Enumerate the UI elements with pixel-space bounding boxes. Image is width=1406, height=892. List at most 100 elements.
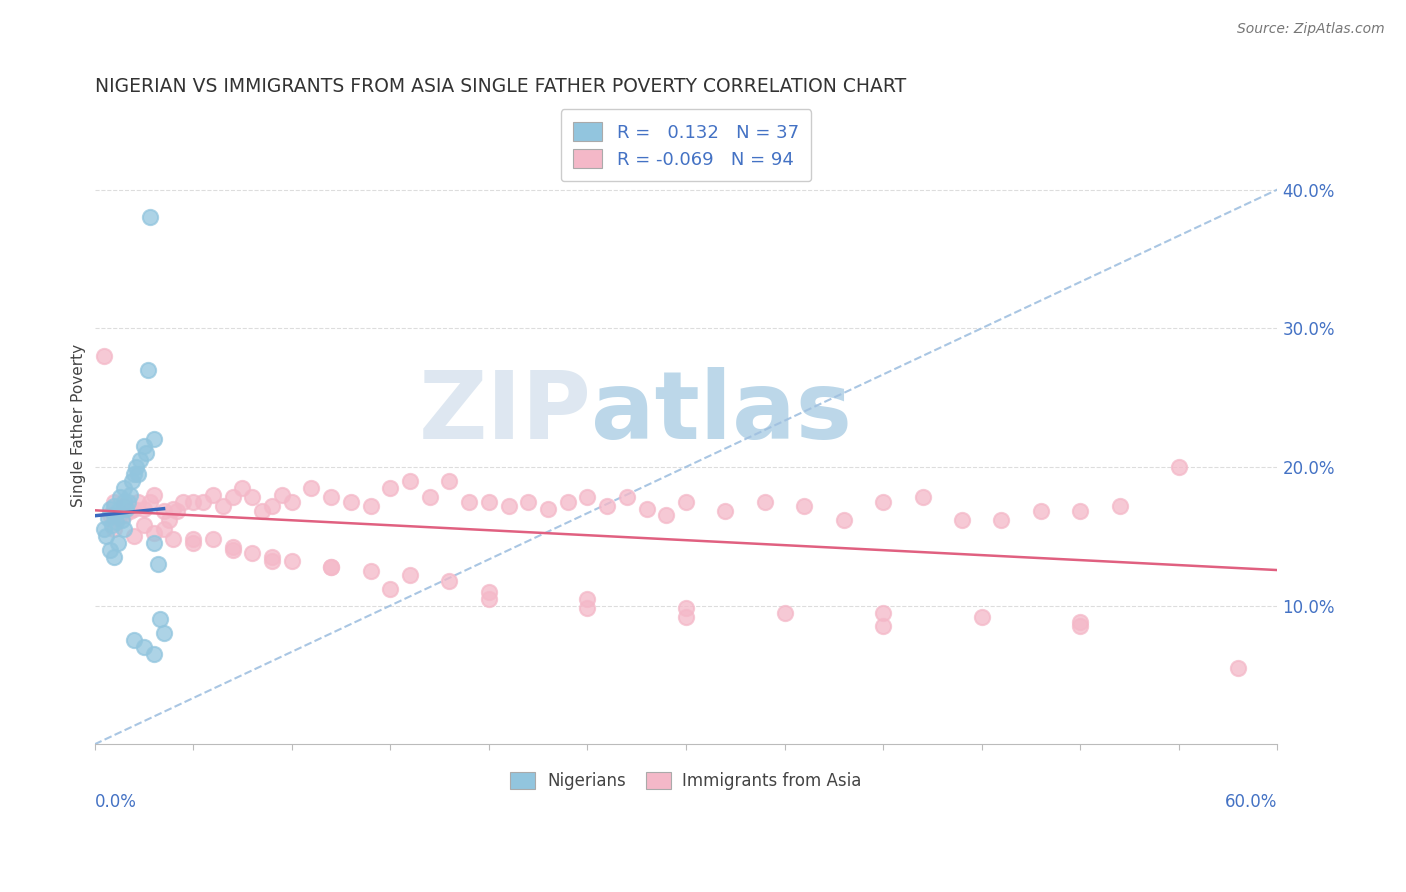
Point — [122, 501, 145, 516]
Point — [162, 501, 184, 516]
Point — [122, 467, 145, 481]
Point — [112, 481, 135, 495]
Point — [714, 504, 737, 518]
Point — [122, 633, 145, 648]
Point — [675, 609, 697, 624]
Text: Source: ZipAtlas.com: Source: ZipAtlas.com — [1237, 22, 1385, 37]
Point — [96, 529, 118, 543]
Point — [201, 488, 224, 502]
Point — [675, 494, 697, 508]
Point — [139, 494, 162, 508]
Point — [1226, 661, 1249, 675]
Point — [754, 494, 776, 508]
Point — [911, 491, 934, 505]
Point — [181, 536, 204, 550]
Point — [149, 612, 172, 626]
Point — [132, 640, 155, 655]
Point — [98, 543, 121, 558]
Point — [1029, 504, 1052, 518]
Point — [773, 606, 796, 620]
Point — [142, 536, 165, 550]
Point — [107, 511, 129, 525]
Point — [321, 559, 343, 574]
Point — [132, 501, 155, 516]
Point — [181, 532, 204, 546]
Point — [122, 529, 145, 543]
Point — [132, 439, 155, 453]
Point — [142, 488, 165, 502]
Point — [129, 453, 152, 467]
Point — [990, 513, 1012, 527]
Point — [399, 474, 422, 488]
Point — [142, 432, 165, 446]
Point — [557, 494, 579, 508]
Point — [321, 559, 343, 574]
Point — [270, 488, 292, 502]
Point — [97, 511, 120, 525]
Point — [1069, 504, 1091, 518]
Point — [111, 513, 134, 527]
Point — [1069, 619, 1091, 633]
Point — [439, 474, 461, 488]
Point — [1108, 499, 1130, 513]
Point — [1069, 615, 1091, 630]
Point — [360, 564, 382, 578]
Point — [458, 494, 481, 508]
Point — [221, 543, 243, 558]
Point — [380, 481, 402, 495]
Point — [93, 349, 115, 363]
Point — [872, 619, 894, 633]
Point — [142, 526, 165, 541]
Point — [970, 609, 993, 624]
Point — [117, 494, 139, 508]
Point — [231, 481, 253, 495]
Point — [299, 481, 322, 495]
Point — [260, 550, 283, 565]
Point — [950, 513, 973, 527]
Point — [280, 554, 302, 568]
Point — [655, 508, 678, 523]
Point — [112, 522, 135, 536]
Point — [576, 591, 599, 606]
Point — [211, 499, 233, 513]
Point — [107, 504, 129, 518]
Point — [380, 582, 402, 596]
Point — [132, 518, 155, 533]
Point — [221, 541, 243, 555]
Point — [159, 513, 181, 527]
Point — [498, 499, 520, 513]
Point — [360, 499, 382, 513]
Point — [135, 446, 157, 460]
Point — [250, 504, 273, 518]
Point — [162, 532, 184, 546]
Point — [166, 504, 188, 518]
Point — [146, 557, 169, 571]
Point — [107, 536, 129, 550]
Point — [596, 499, 619, 513]
Point — [872, 606, 894, 620]
Text: atlas: atlas — [592, 367, 852, 458]
Point — [181, 494, 204, 508]
Point — [112, 494, 135, 508]
Point — [616, 491, 638, 505]
Y-axis label: Single Father Poverty: Single Father Poverty — [72, 343, 86, 507]
Point — [121, 474, 143, 488]
Point — [101, 518, 124, 533]
Point — [120, 488, 142, 502]
Point — [832, 513, 855, 527]
Point — [136, 363, 159, 377]
Point — [240, 491, 263, 505]
Point — [127, 494, 149, 508]
Point — [517, 494, 540, 508]
Point — [260, 499, 283, 513]
Legend: Nigerians, Immigrants from Asia: Nigerians, Immigrants from Asia — [503, 765, 869, 797]
Point — [675, 601, 697, 615]
Point — [478, 591, 501, 606]
Point — [280, 494, 302, 508]
Point — [221, 491, 243, 505]
Text: NIGERIAN VS IMMIGRANTS FROM ASIA SINGLE FATHER POVERTY CORRELATION CHART: NIGERIAN VS IMMIGRANTS FROM ASIA SINGLE … — [94, 78, 905, 96]
Point — [103, 550, 125, 565]
Point — [103, 508, 125, 523]
Point — [478, 494, 501, 508]
Text: 0.0%: 0.0% — [94, 793, 136, 811]
